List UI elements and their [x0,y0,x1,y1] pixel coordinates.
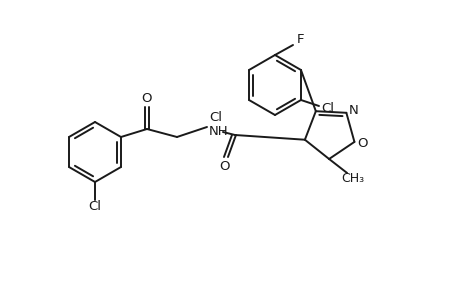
Text: Cl: Cl [88,200,101,214]
Text: O: O [356,137,367,150]
Text: NH: NH [208,124,228,137]
Text: Cl: Cl [208,110,222,124]
Text: O: O [141,92,152,104]
Text: O: O [219,160,230,172]
Text: Cl: Cl [321,101,334,115]
Text: N: N [348,104,358,117]
Text: CH₃: CH₃ [341,172,364,185]
Text: F: F [297,32,304,46]
